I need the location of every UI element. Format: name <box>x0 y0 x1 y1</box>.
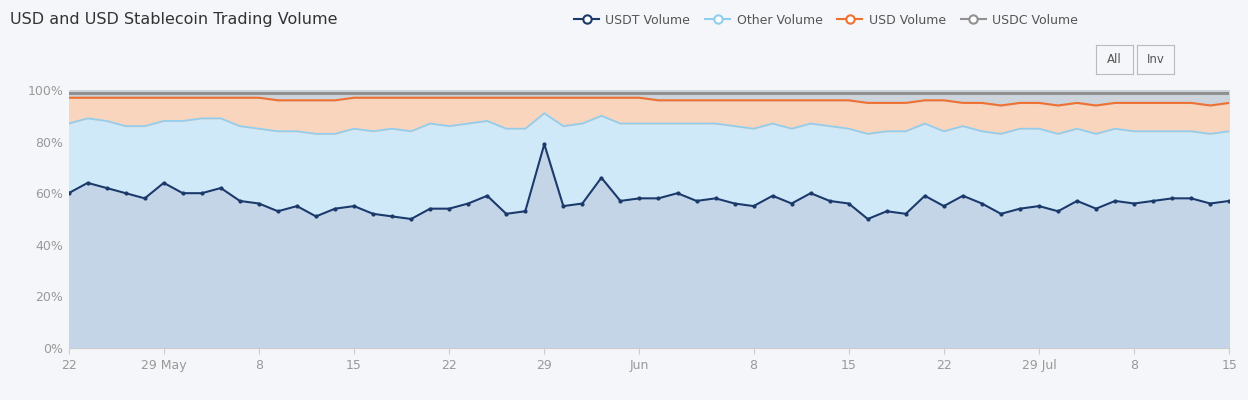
Legend: USDT Volume, Other Volume, USD Volume, USDC Volume: USDT Volume, Other Volume, USD Volume, U… <box>574 14 1078 27</box>
Text: All: All <box>1107 53 1122 66</box>
Text: Inv: Inv <box>1147 53 1164 66</box>
Text: USD and USD Stablecoin Trading Volume: USD and USD Stablecoin Trading Volume <box>10 12 337 27</box>
